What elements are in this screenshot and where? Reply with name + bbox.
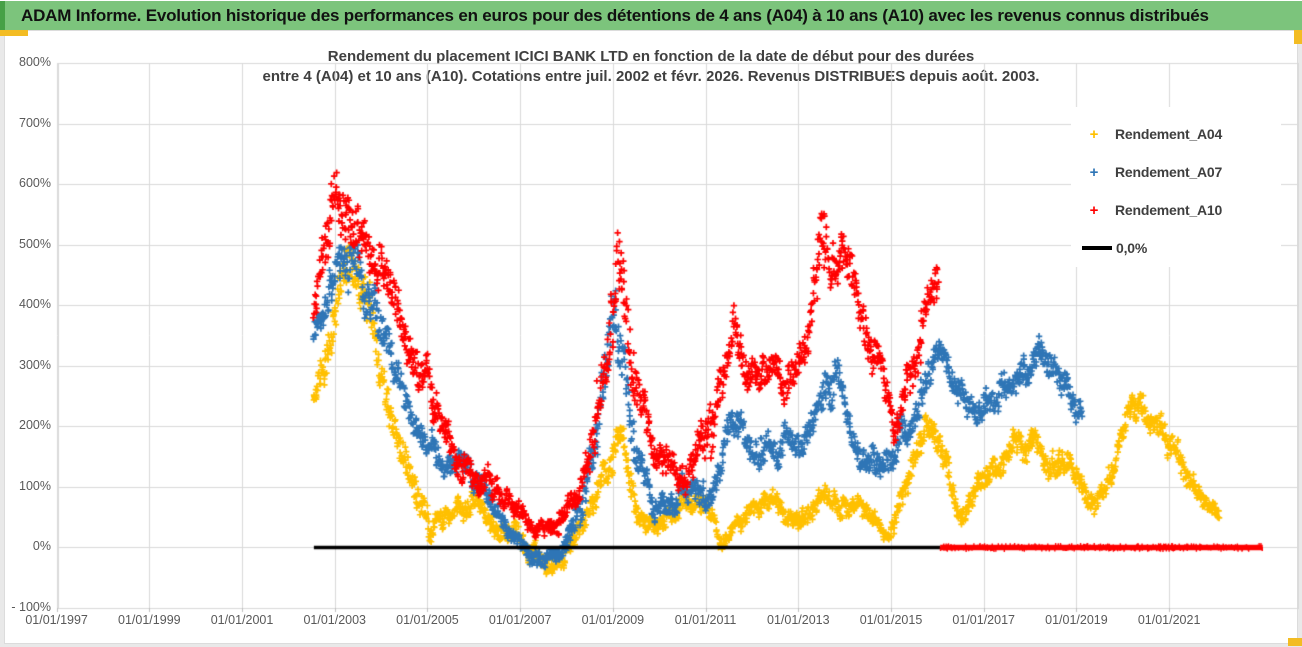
chart-card: Rendement du placement ICICI BANK LTD en… — [4, 30, 1299, 645]
title-bar-left-edge — [0, 1, 5, 31]
gold-accent-bottom-right — [1288, 638, 1302, 646]
y-axis-label: 600% — [19, 176, 51, 191]
legend-label: 0,0% — [1116, 240, 1148, 256]
zero-line-swatch-icon — [1082, 246, 1112, 250]
legend-label: Rendement_A10 — [1115, 202, 1223, 218]
y-axis-label: 700% — [19, 115, 51, 130]
y-axis-label: 300% — [19, 357, 51, 372]
x-axis-label: 01/01/2009 — [581, 613, 645, 627]
report-title: ADAM Informe. Evolution historique des p… — [21, 6, 1209, 25]
y-axis-label: 500% — [19, 236, 51, 251]
gold-accent-top-left — [0, 30, 28, 36]
x-axis-label: 01/01/2001 — [210, 613, 274, 627]
plus-marker-icon: + — [1089, 201, 1099, 219]
legend-label: Rendement_A07 — [1115, 164, 1223, 180]
x-axis-label: 01/01/2007 — [488, 613, 552, 627]
y-axis-label: - 100% — [11, 600, 51, 614]
legend-item-a04: + Rendement_A04 — [1071, 115, 1281, 153]
x-axis-label: 01/01/1999 — [118, 613, 181, 627]
x-axis-label: 01/01/2013 — [767, 613, 830, 627]
x-axis-label: 01/01/2015 — [859, 613, 923, 627]
x-axis-label: 01/01/2017 — [952, 613, 1015, 627]
y-axis-label: 200% — [19, 418, 51, 433]
y-axis-label: 400% — [19, 297, 51, 312]
legend-item-a07: + Rendement_A07 — [1071, 153, 1281, 191]
x-axis-label: 01/01/2011 — [674, 613, 737, 627]
report-title-bar: ADAM Informe. Evolution historique des p… — [0, 0, 1302, 31]
x-axis-label: 01/01/2005 — [396, 613, 459, 627]
chart-legend: + Rendement_A04 + Rendement_A07 + Rendem… — [1071, 107, 1281, 267]
x-axis-label: 01/01/2019 — [1045, 613, 1108, 627]
plus-marker-icon: + — [1089, 163, 1099, 181]
legend-label: Rendement_A04 — [1115, 126, 1223, 142]
legend-item-zero-line: 0,0% — [1071, 229, 1281, 267]
plus-marker-icon: + — [1089, 125, 1099, 143]
gold-accent-top-right — [1294, 30, 1302, 44]
x-axis-label: 01/01/1997 — [25, 613, 88, 627]
x-axis-label: 01/01/2003 — [303, 613, 367, 627]
x-axis-label: 01/01/2021 — [1137, 613, 1201, 627]
y-axis-label: 100% — [19, 478, 51, 493]
y-axis-label: 0% — [32, 539, 51, 554]
y-axis-label: 800% — [19, 55, 51, 69]
legend-item-a10: + Rendement_A10 — [1071, 191, 1281, 229]
